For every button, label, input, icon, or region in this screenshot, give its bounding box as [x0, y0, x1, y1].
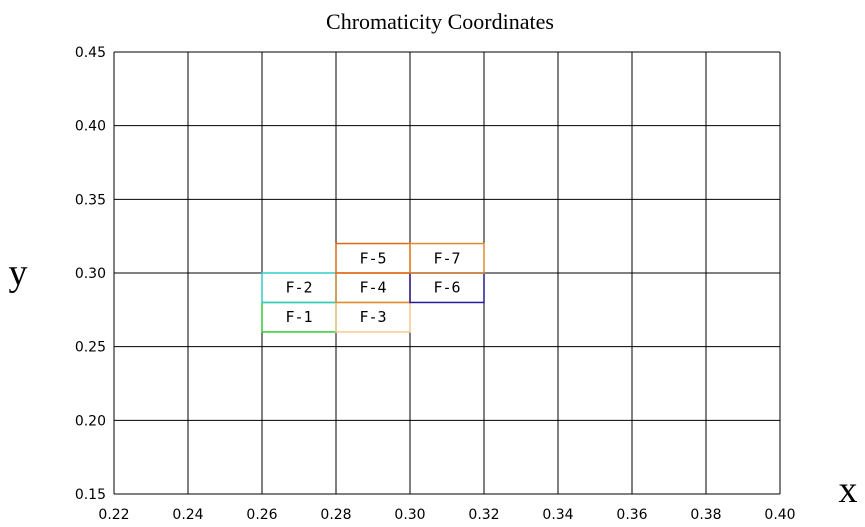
x-axis-label: x — [839, 469, 858, 511]
region-label-f-2: F-2 — [285, 279, 312, 297]
region-label-f-5: F-5 — [359, 249, 386, 267]
color-regions: F-1 F-2 F-3 F-4 F-5 F-6 F-7 — [261, 242, 485, 333]
y-axis-label: y — [9, 252, 28, 294]
x-tick-label: 0.24 — [172, 507, 203, 523]
y-tick-label: 0.40 — [75, 119, 106, 135]
y-tick-label: 0.15 — [75, 487, 106, 503]
y-tick-label: 0.45 — [75, 45, 106, 61]
region-label-f-1: F-1 — [285, 308, 312, 326]
x-tick-label: 0.34 — [542, 507, 573, 523]
region-label-f-6: F-6 — [433, 279, 460, 297]
tick-labels: 0.22 0.24 0.26 0.28 0.30 0.32 0.34 0.36 0.38 0.40… — [75, 45, 796, 523]
region-label-f-7: F-7 — [433, 249, 460, 267]
x-tick-label: 0.38 — [690, 507, 721, 523]
y-tick-label: 0.35 — [75, 192, 106, 208]
x-tick-label: 0.22 — [98, 507, 129, 523]
x-tick-label: 0.30 — [394, 507, 425, 523]
x-tick-label: 0.36 — [616, 507, 647, 523]
y-tick-label: 0.25 — [75, 340, 106, 356]
x-tick-label: 0.40 — [764, 507, 795, 523]
region-label-f-4: F-4 — [359, 279, 386, 297]
region-label-f-3: F-3 — [359, 308, 386, 326]
y-tick-label: 0.20 — [75, 413, 106, 429]
chart-title: Chromaticity Coordinates — [326, 9, 554, 34]
region-box-f-7 — [409, 242, 485, 274]
x-tick-label: 0.32 — [468, 507, 499, 523]
y-tick-label: 0.30 — [75, 266, 106, 282]
x-tick-label: 0.28 — [320, 507, 351, 523]
x-tick-label: 0.26 — [246, 507, 277, 523]
